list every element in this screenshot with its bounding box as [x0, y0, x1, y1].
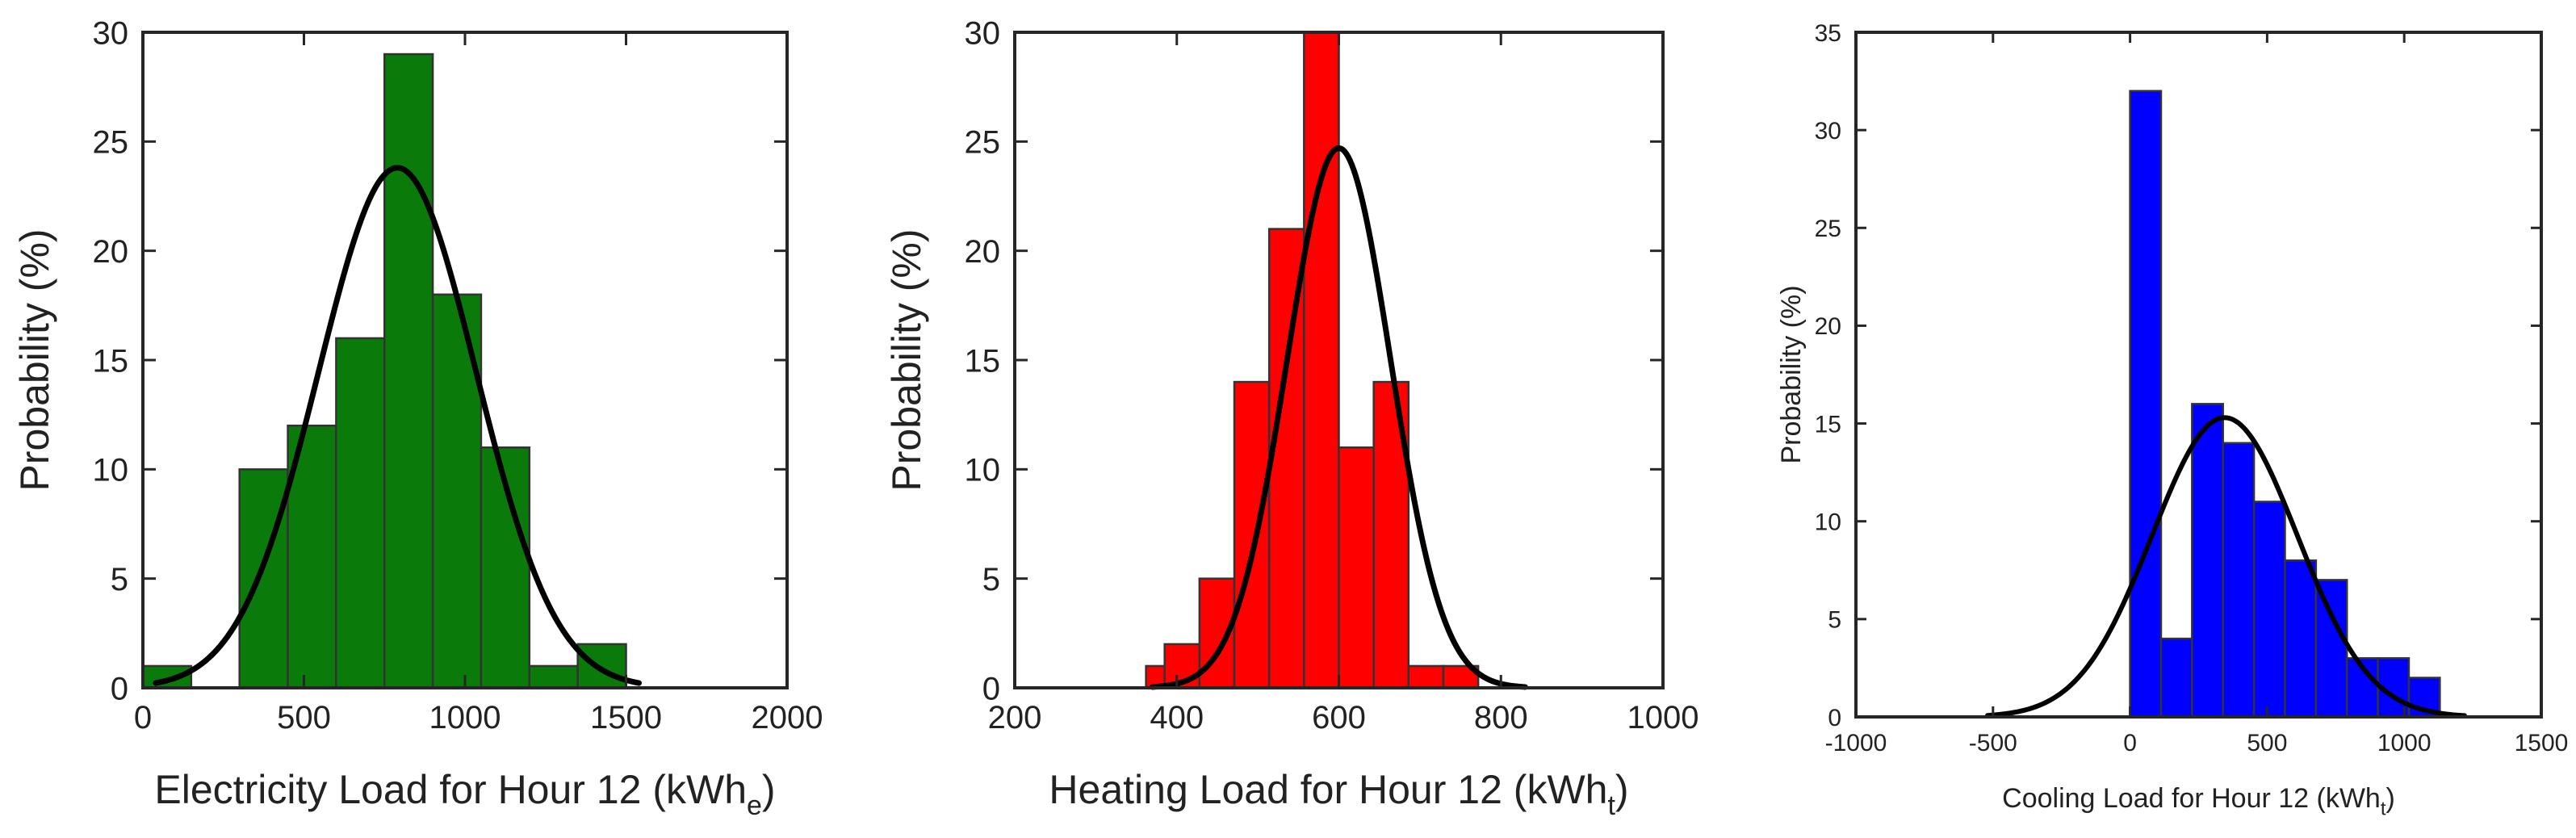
x-axis-label-main: Cooling Load for Hour 12 (kWh — [2002, 783, 2381, 814]
x-tick-label: 1000 — [2377, 730, 2431, 756]
x-tick-label: 600 — [1312, 700, 1366, 735]
y-tick-label: 25 — [93, 125, 129, 161]
histogram-bar — [528, 664, 579, 689]
axes-box — [1854, 31, 2543, 719]
histogram-bar — [238, 468, 289, 689]
y-tick-label: 0 — [1828, 705, 1841, 731]
y-tick-label: 10 — [965, 453, 1001, 488]
histogram-bar — [2314, 579, 2348, 719]
y-tick-label: 10 — [93, 453, 129, 488]
y-tick-label: 20 — [965, 234, 1001, 270]
x-axis-label-tail: ) — [1615, 767, 1629, 812]
y-tick-label: 25 — [965, 125, 1001, 161]
y-tick-label: 30 — [1815, 118, 1841, 145]
x-tick-label: -1000 — [1825, 730, 1887, 756]
y-tick-label: 0 — [982, 671, 1000, 706]
x-tick-label: 0 — [134, 700, 152, 735]
y-tick-label: 25 — [1815, 216, 1841, 242]
y-tick-label: 15 — [1815, 411, 1841, 438]
x-axis-label-main: Electricity Load for Hour 12 (kWh — [154, 767, 747, 812]
x-axis-label: Electricity Load for Hour 12 (kWhe) — [154, 767, 775, 821]
normal-fit-curve — [1150, 145, 1528, 690]
y-axis-label: Probability (%) — [1776, 285, 1807, 463]
y-tick-label: 30 — [93, 15, 129, 51]
histogram-bar — [2222, 442, 2256, 719]
y-tick-label: 0 — [111, 671, 128, 706]
x-axis-label-tail: ) — [2386, 783, 2395, 814]
y-tick-label: 5 — [982, 562, 1000, 597]
x-tick-label: 400 — [1150, 700, 1204, 735]
x-tick-label: -500 — [1969, 730, 2017, 756]
x-axis-label: Cooling Load for Hour 12 (kWht) — [2002, 783, 2395, 820]
normal-fit-curve — [1985, 415, 2467, 719]
histogram-bar — [2191, 403, 2224, 719]
y-tick-label: 15 — [93, 343, 129, 379]
x-tick-label: 500 — [2247, 730, 2287, 756]
histogram-bar — [1338, 446, 1375, 689]
x-tick-label: 200 — [988, 700, 1042, 735]
normal-fit-curve — [153, 165, 642, 686]
x-axis-label-subscript: t — [2381, 798, 2386, 820]
y-tick-label: 30 — [965, 15, 1001, 51]
x-axis-label-subscript: t — [1607, 790, 1615, 821]
x-axis-label-main: Heating Load for Hour 12 (kWh — [1049, 767, 1607, 812]
histogram-bar — [335, 337, 386, 689]
x-tick-label: 1500 — [590, 700, 662, 735]
histogram-bar — [1303, 31, 1340, 689]
chart-heating: 200 400 600 800 1000 0 5 10 15 20 25 30 Probability … — [884, 15, 1698, 821]
y-tick-label: 20 — [1815, 313, 1841, 340]
y-tick-label: 5 — [111, 562, 128, 597]
x-tick-label: 500 — [277, 700, 331, 735]
y-tick-label: 15 — [965, 343, 1001, 379]
histogram-bar — [480, 446, 531, 689]
histogram-bar — [2159, 637, 2193, 719]
chart-cooling: -1000 -500 0 500 1000 1500 0 5 10 15 20 25 30 35 Proba… — [1776, 20, 2568, 820]
x-tick-label: 0 — [2123, 730, 2137, 756]
y-tick-label: 5 — [1828, 607, 1841, 634]
x-tick-label: 2000 — [752, 700, 823, 735]
histogram-bar — [383, 52, 434, 689]
x-axis-label-tail: ) — [762, 767, 776, 812]
x-tick-label: 1000 — [1627, 700, 1699, 735]
x-tick-label: 1000 — [429, 700, 501, 735]
y-axis-label: Probability (%) — [12, 228, 57, 491]
y-tick-label: 10 — [1815, 509, 1841, 536]
histogram-bar — [1233, 380, 1271, 689]
histogram-bar — [2284, 559, 2318, 719]
x-tick-label: 1500 — [2515, 730, 2569, 756]
y-tick-label: 35 — [1815, 20, 1841, 47]
histogram-bar — [576, 643, 627, 689]
x-axis-label: Heating Load for Hour 12 (kWht) — [1049, 767, 1628, 821]
histogram-bar — [2252, 501, 2286, 719]
x-axis-label-subscript: e — [747, 790, 762, 821]
histogram-bar — [2129, 90, 2163, 719]
y-axis-label: Probability (%) — [884, 228, 929, 491]
x-tick-label: 800 — [1474, 700, 1528, 735]
histogram-bar — [1407, 664, 1445, 689]
chart-electricity: 0 500 1000 1500 2000 0 5 10 15 20 25 30 Probability … — [12, 15, 823, 821]
y-tick-label: 20 — [93, 234, 129, 270]
